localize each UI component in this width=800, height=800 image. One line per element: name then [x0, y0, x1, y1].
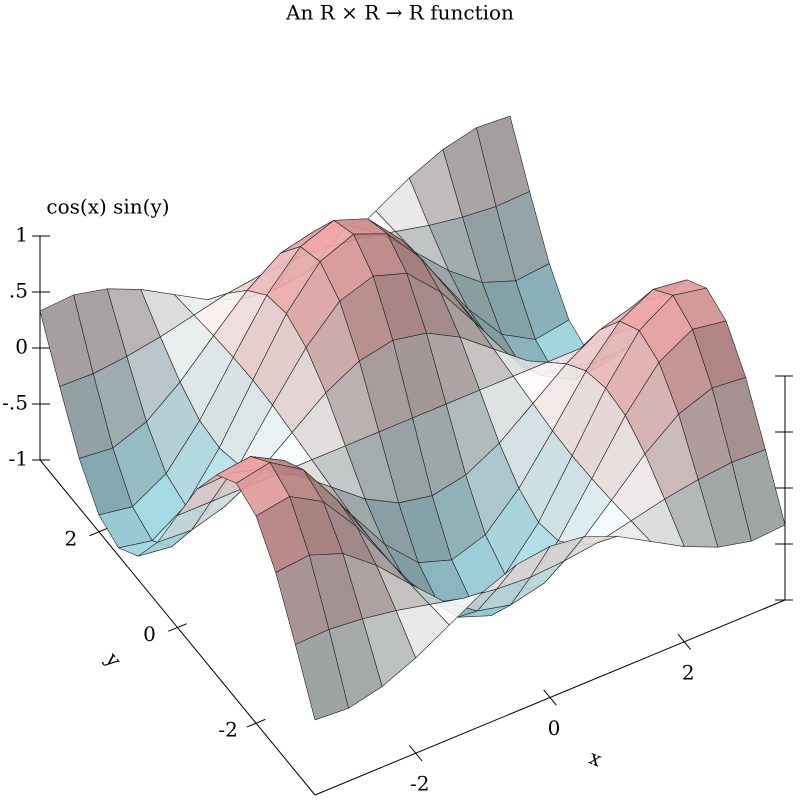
y-tick-label: -2 [218, 718, 237, 742]
z-tick-label: 0 [15, 335, 28, 359]
x-tick [543, 689, 557, 706]
y-tick [168, 623, 187, 632]
y-axis-label: y [100, 647, 127, 672]
x-tick [408, 745, 423, 762]
x-tick-label: 2 [682, 660, 695, 684]
z-tick-label: -1 [9, 447, 28, 471]
y-tick [246, 718, 266, 728]
x-tick [677, 633, 692, 650]
y-tick-label: 2 [65, 526, 78, 550]
surface-patch [295, 629, 349, 721]
z-tick-label: 1 [15, 223, 28, 247]
x-tick-label: 0 [548, 716, 561, 740]
z-axis-label: cos(x) sin(y) [46, 195, 169, 219]
x-tick-label: -2 [410, 772, 429, 796]
x-axis-label: x [586, 745, 606, 772]
y-tick-label: 0 [143, 622, 156, 646]
z-tick-label: -.5 [2, 391, 28, 415]
chart-title: An R × R → R function [285, 1, 514, 25]
y-tick [89, 527, 109, 537]
z-tick-label: .5 [9, 279, 28, 303]
